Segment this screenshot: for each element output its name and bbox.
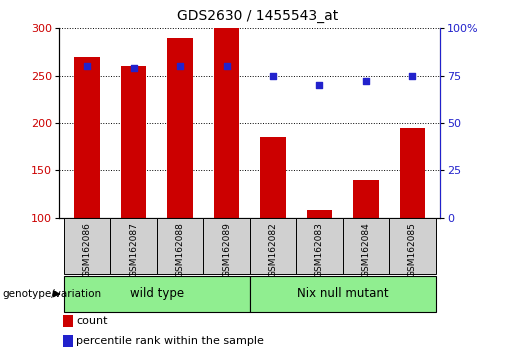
Bar	[250, 276, 436, 312]
Bar	[250, 218, 296, 274]
Bar	[296, 218, 342, 274]
Text: GSM162082: GSM162082	[268, 222, 278, 277]
Text: percentile rank within the sample: percentile rank within the sample	[76, 336, 264, 346]
Bar	[74, 57, 100, 218]
Bar	[167, 38, 193, 218]
Text: Nix null mutant: Nix null mutant	[297, 287, 388, 300]
Point	[315, 82, 323, 88]
Bar	[64, 276, 250, 312]
Point	[269, 73, 277, 79]
Bar	[63, 335, 73, 347]
Bar	[157, 218, 203, 274]
Text: genotype/variation: genotype/variation	[3, 289, 101, 299]
Text: GSM162083: GSM162083	[315, 222, 324, 277]
Text: wild type: wild type	[130, 287, 184, 300]
Point	[83, 63, 91, 69]
Text: GSM162084: GSM162084	[362, 222, 370, 277]
Text: GSM162086: GSM162086	[82, 222, 92, 277]
Bar	[110, 218, 157, 274]
Bar	[214, 28, 239, 218]
Bar	[353, 180, 379, 218]
Point	[362, 79, 370, 84]
Text: GSM162088: GSM162088	[176, 222, 184, 277]
Point	[222, 63, 231, 69]
Bar	[389, 218, 436, 274]
Text: count: count	[76, 316, 108, 326]
Bar	[63, 315, 73, 327]
Bar	[64, 218, 110, 274]
Bar	[260, 137, 286, 218]
Point	[176, 63, 184, 69]
Point	[129, 65, 138, 71]
Bar	[400, 128, 425, 218]
Text: GSM162089: GSM162089	[222, 222, 231, 277]
Text: GSM162087: GSM162087	[129, 222, 138, 277]
Point	[408, 73, 417, 79]
Bar	[121, 66, 146, 218]
Bar	[342, 218, 389, 274]
Bar	[307, 210, 332, 218]
Bar	[203, 218, 250, 274]
Text: GDS2630 / 1455543_at: GDS2630 / 1455543_at	[177, 9, 338, 23]
Text: GSM162085: GSM162085	[408, 222, 417, 277]
